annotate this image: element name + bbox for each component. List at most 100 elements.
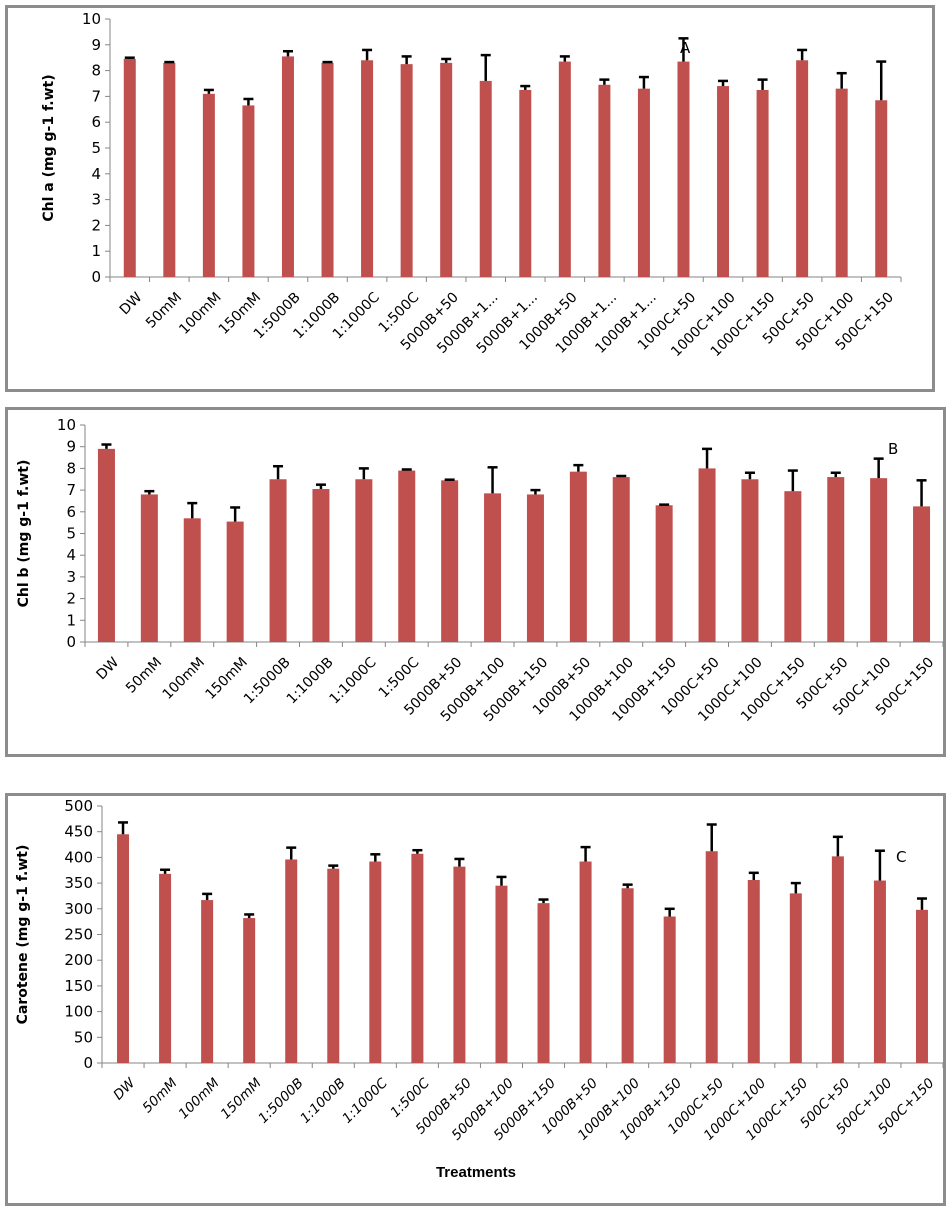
y-axis-title: Chl b (mg g-1 f.wt)	[16, 460, 32, 608]
category-label: 50mM	[140, 1075, 181, 1116]
x-axis-title: Treatments	[436, 1164, 516, 1181]
y-tick-label: 6	[91, 113, 101, 131]
y-tick-label: 9	[66, 438, 76, 456]
bar	[677, 61, 690, 277]
panel-letter: B	[888, 440, 898, 458]
category-label: 1:1000B	[297, 1075, 348, 1126]
y-tick-label: 200	[64, 951, 93, 969]
chart-panel-a: 0 1 2 3 4 5 6 7 8 9 10 DW 50mM 100mM 150mM 1:5000B 1:100…	[5, 5, 935, 392]
y-tick-label: 350	[64, 874, 93, 892]
bar	[411, 853, 424, 1063]
bar	[495, 885, 508, 1063]
bar	[796, 60, 809, 277]
category-label: 1:1000C	[327, 654, 380, 707]
y-tick-label: 8	[91, 62, 101, 80]
bar	[870, 478, 888, 642]
y-tick-label: 450	[64, 823, 93, 841]
category-label: DW	[117, 289, 146, 318]
bar	[269, 479, 287, 642]
bar	[655, 505, 673, 642]
bar	[741, 479, 759, 642]
category-label: 100mM	[176, 1075, 223, 1122]
bar	[312, 489, 330, 642]
bar	[756, 89, 769, 277]
bar	[369, 861, 382, 1063]
bar	[873, 880, 886, 1063]
bar	[915, 909, 928, 1063]
bar	[123, 58, 136, 277]
y-tick-label: 10	[82, 10, 101, 28]
bar	[484, 493, 502, 642]
panel-letter: C	[896, 848, 906, 866]
y-tick-label: 6	[66, 503, 76, 521]
y-tick-label: 2	[91, 216, 101, 234]
y-tick-label: 250	[64, 926, 93, 944]
y-tick-label: 0	[66, 633, 76, 651]
bar	[327, 868, 340, 1063]
y-tick-label: 50	[74, 1028, 93, 1046]
bar	[242, 105, 255, 278]
y-tick-label: 500	[64, 797, 93, 815]
bar	[140, 494, 158, 642]
chart-panel-b: 0 1 2 3 4 5 6 7 8 9 10 DW 50mM 100mM 150mM 1:5000B 1:100…	[5, 407, 946, 757]
bar	[637, 88, 650, 277]
bar	[537, 903, 550, 1063]
y-tick-label: 4	[66, 546, 76, 564]
category-label: 1:5000B	[255, 1075, 306, 1126]
bar	[243, 918, 256, 1063]
chart-panel-c: 0 50 100 150 200 250 300 350 400 450 500 DW 50mM 100m…	[5, 793, 946, 1206]
carotene-bar-chart: 0 50 100 150 200 250 300 350 400 450 500 DW 50mM100m…	[15, 797, 944, 1181]
y-tick-label: 100	[64, 1003, 93, 1021]
y-tick-label: 3	[66, 568, 76, 586]
bar	[355, 479, 373, 642]
bar	[747, 880, 760, 1063]
bar	[361, 60, 374, 277]
bar	[226, 521, 244, 642]
bar	[579, 861, 592, 1063]
bar	[835, 88, 848, 277]
category-label: 100mM	[176, 289, 224, 337]
bar	[698, 468, 716, 642]
y-tick-label: 1	[66, 611, 76, 629]
bar	[621, 888, 634, 1063]
y-axis-title: Carotene (mg g-1 f.wt)	[15, 845, 31, 1025]
y-tick-label: 7	[91, 87, 101, 105]
bar	[784, 491, 802, 642]
y-tick-label: 5	[66, 525, 76, 543]
bar	[440, 62, 453, 277]
y-tick-label: 400	[64, 848, 93, 866]
bar	[479, 80, 492, 277]
bar	[201, 900, 214, 1063]
y-tick-label: 9	[91, 36, 101, 54]
chl-a-bar-chart: 012345678910DW50mM100mM150mM1:5000B1:100…	[41, 10, 902, 360]
category-label: 50mM	[123, 654, 165, 696]
bar	[875, 100, 888, 278]
bar	[441, 480, 459, 642]
bar	[663, 916, 676, 1063]
category-label: DW	[110, 1075, 139, 1104]
bar	[281, 56, 294, 277]
bar	[831, 856, 844, 1063]
bar	[202, 93, 215, 277]
bar	[163, 62, 176, 277]
category-label: 100mM	[160, 654, 208, 702]
bar	[400, 64, 413, 278]
y-tick-label: 3	[91, 191, 101, 209]
bar	[183, 518, 201, 642]
bar	[398, 470, 416, 642]
category-label: DW	[93, 654, 122, 683]
y-tick-label: 2	[66, 590, 76, 608]
y-tick-label: 150	[64, 977, 93, 995]
bar	[569, 471, 587, 642]
y-tick-label: 300	[64, 900, 93, 918]
bar	[526, 494, 544, 642]
bar	[285, 859, 298, 1063]
bar	[913, 506, 931, 642]
y-tick-label: 0	[91, 268, 101, 286]
bar	[453, 866, 466, 1063]
y-tick-label: 4	[91, 165, 101, 183]
bar	[789, 893, 802, 1063]
bar	[705, 851, 718, 1063]
bar	[827, 477, 845, 642]
y-axis-title: Chl a (mg g-1 f.wt)	[41, 74, 57, 221]
